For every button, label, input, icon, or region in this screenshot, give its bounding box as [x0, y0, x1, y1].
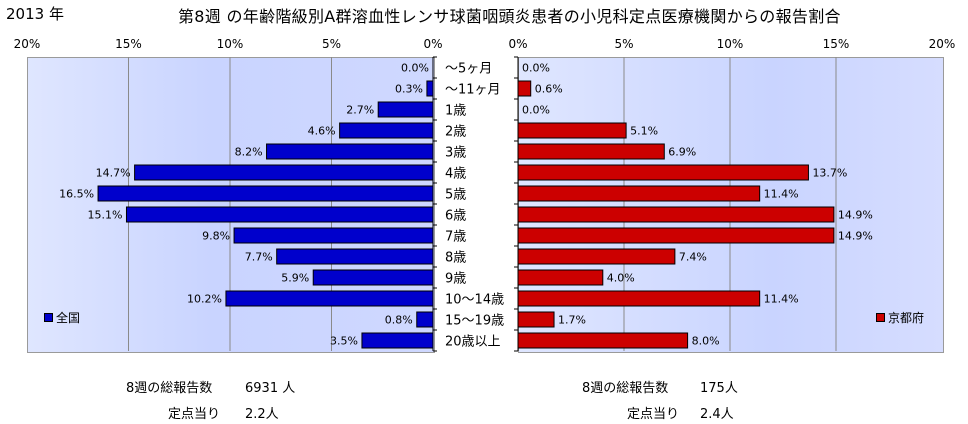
data-label-national: 3.5%	[330, 335, 358, 348]
chart-title: 第8週 の年齢階級別A群溶血性レンサ球菌咽頭炎患者の小児科定点医療機関からの報告…	[178, 7, 841, 26]
category-label: 2歳	[445, 125, 466, 140]
category-label: 〜11ヶ月	[445, 83, 501, 98]
x-tick-label-left: 20%	[14, 37, 41, 51]
data-label-kyoto: 0.0%	[522, 104, 550, 117]
data-label-kyoto: 11.4%	[764, 293, 799, 306]
bar-national	[134, 164, 434, 181]
data-label-national: 0.3%	[395, 83, 423, 96]
bar-national	[377, 101, 434, 118]
category-label: 3歳	[445, 146, 466, 161]
data-label-national: 0.0%	[401, 62, 429, 75]
category-label: 7歳	[445, 230, 466, 245]
bar-national	[426, 80, 434, 97]
x-tick-label-right: 20%	[929, 37, 956, 51]
data-label-national: 14.7%	[96, 167, 131, 180]
data-label-kyoto: 5.1%	[630, 125, 658, 138]
bar-kyoto	[517, 227, 835, 244]
data-label-national: 4.6%	[308, 125, 336, 138]
data-label-kyoto: 14.9%	[838, 230, 873, 243]
data-label-kyoto: 7.4%	[679, 251, 707, 264]
footer-left-per-label: 定点当り	[168, 407, 221, 422]
data-label-national: 2.7%	[346, 104, 374, 117]
x-tick-label-right: 10%	[717, 37, 744, 51]
bar-national	[266, 143, 434, 160]
bar-kyoto	[517, 143, 665, 160]
footer-left-total-value: 6931 人	[245, 381, 296, 396]
data-label-national: 10.2%	[187, 293, 222, 306]
data-label-national: 15.1%	[88, 209, 123, 222]
x-tick-label-left: 15%	[115, 37, 142, 51]
data-label-kyoto: 11.4%	[764, 188, 799, 201]
footer-right-per-label: 定点当り	[627, 407, 680, 422]
footer-right-total-label: 8週の総報告数	[582, 381, 669, 396]
bar-kyoto	[517, 164, 809, 181]
bar-kyoto	[517, 269, 604, 286]
data-label-kyoto: 14.9%	[838, 209, 873, 222]
data-label-kyoto: 4.0%	[607, 272, 635, 285]
bar-kyoto	[517, 80, 532, 97]
footer-left-total-label: 8週の総報告数	[126, 381, 213, 396]
data-label-national: 5.9%	[281, 272, 309, 285]
bar-national	[276, 248, 434, 265]
footer-right-per-value: 2.4人	[700, 407, 734, 422]
bar-kyoto	[517, 248, 676, 265]
bar-kyoto	[517, 122, 627, 139]
x-tick-label-left: 5%	[322, 37, 341, 51]
legend-kyoto: 京都府	[876, 309, 924, 326]
x-tick-label-left: 0%	[423, 37, 442, 51]
bar-national	[416, 311, 434, 328]
category-label: 10〜14歳	[445, 293, 504, 308]
category-label: 6歳	[445, 209, 466, 224]
legend-label-national: 全国	[56, 311, 81, 325]
footer-right-total-value: 175人	[700, 381, 738, 396]
data-label-national: 16.5%	[59, 188, 94, 201]
legend-swatch-national	[44, 313, 53, 322]
category-label: 8歳	[445, 251, 466, 266]
category-label: 5歳	[445, 188, 466, 203]
bar-national	[361, 332, 434, 349]
category-label: 20歳以上	[445, 335, 501, 350]
data-label-kyoto: 8.0%	[692, 335, 720, 348]
legend-national: 全国	[44, 309, 80, 326]
data-label-national: 7.7%	[245, 251, 273, 264]
data-label-national: 9.8%	[202, 230, 230, 243]
category-label: 15〜19歳	[445, 314, 504, 329]
category-label: 4歳	[445, 167, 466, 182]
bar-national	[125, 206, 434, 223]
data-label-national: 0.8%	[385, 314, 413, 327]
bar-national	[312, 269, 434, 286]
bar-kyoto	[517, 332, 689, 349]
footer-left-per-value: 2.2人	[245, 407, 279, 422]
legend-label-kyoto: 京都府	[888, 311, 925, 325]
x-tick-label-left: 10%	[217, 37, 244, 51]
category-label: 1歳	[445, 104, 466, 119]
bar-kyoto	[517, 206, 835, 223]
bar-national	[97, 185, 434, 202]
data-label-kyoto: 13.7%	[812, 167, 847, 180]
bar-kyoto	[517, 311, 555, 328]
bar-national	[339, 122, 434, 139]
legend-swatch-kyoto	[876, 313, 885, 322]
category-label: 〜5ヶ月	[445, 62, 492, 77]
data-label-kyoto: 0.0%	[522, 62, 550, 75]
data-label-kyoto: 6.9%	[668, 146, 696, 159]
bar-national	[233, 227, 434, 244]
x-tick-label-right: 5%	[614, 37, 633, 51]
bar-kyoto	[517, 290, 761, 307]
data-label-kyoto: 1.7%	[558, 314, 586, 327]
category-label: 9歳	[445, 272, 466, 287]
bar-kyoto	[517, 185, 761, 202]
x-tick-label-right: 0%	[508, 37, 527, 51]
x-tick-label-right: 15%	[823, 37, 850, 51]
data-label-kyoto: 0.6%	[535, 83, 563, 96]
data-label-national: 8.2%	[235, 146, 263, 159]
year-label: 2013 年	[6, 5, 64, 23]
bar-national	[225, 290, 434, 307]
